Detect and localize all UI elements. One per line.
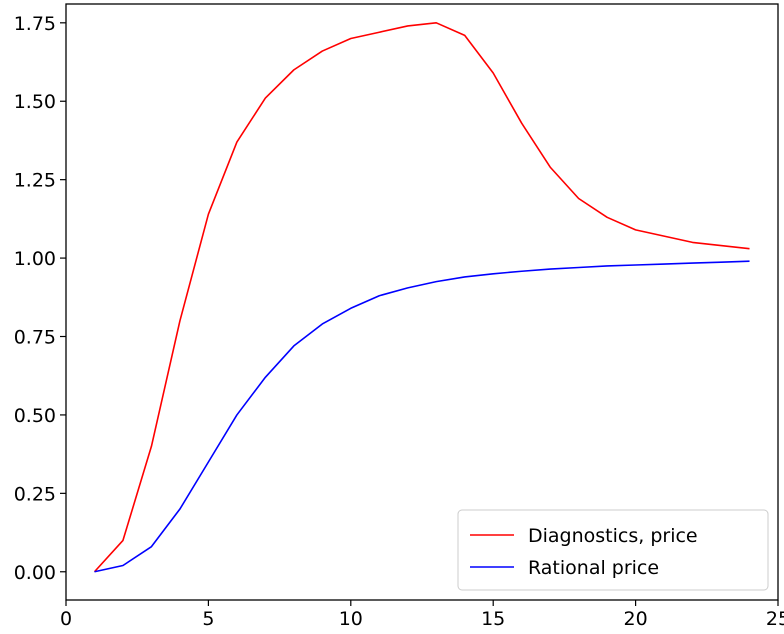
axes: 0 5 10 15 20 25 0.00 0.25 0.50 0.75 1.00 1.25 1.50 1.… [14, 3, 784, 630]
x-tick-label: 15 [481, 608, 505, 630]
legend: Diagnostics, price Rational price [457, 509, 769, 591]
y-tick-label: 0.75 [14, 327, 56, 349]
legend-label-1: Diagnostics, price [528, 525, 698, 547]
y-tick-label: 0.50 [14, 405, 56, 427]
legend-box [457, 509, 769, 591]
y-tick-label: 0.00 [14, 562, 56, 584]
x-tick-label: 5 [202, 608, 214, 630]
legend-label-2: Rational price [528, 557, 659, 579]
axes-frame [65, 3, 779, 601]
plot-area [93, 22, 750, 573]
series-line-1 [93, 22, 750, 573]
y-tick-label: 0.25 [14, 483, 56, 505]
x-tick-label: 0 [60, 608, 72, 630]
y-tick-label: 1.75 [14, 13, 56, 35]
x-tick-label: 10 [339, 608, 363, 630]
y-tick-label: 1.50 [14, 91, 56, 113]
x-tick-label: 20 [624, 608, 648, 630]
y-tick-label: 1.00 [14, 248, 56, 270]
y-tick-label: 1.25 [14, 170, 56, 192]
series-line-2 [94, 260, 750, 573]
x-tick-label: 25 [766, 608, 784, 630]
